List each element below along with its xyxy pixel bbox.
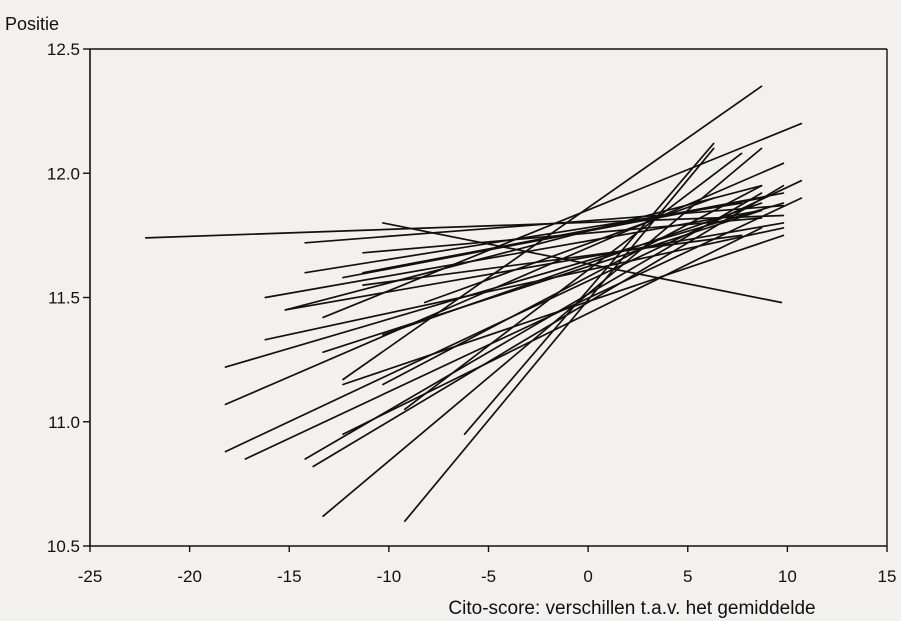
y-tick-label: 12.5: [47, 40, 80, 59]
x-tick-label: -20: [177, 567, 202, 586]
y-tick-label: 12.0: [47, 164, 80, 183]
x-tick-label: 5: [683, 567, 692, 586]
series-line-4: [322, 122, 803, 319]
plot-area: [144, 85, 803, 523]
series-line-7: [224, 162, 785, 406]
series-line-30: [362, 192, 785, 274]
series-line-13: [284, 184, 763, 311]
series-line-29: [304, 204, 785, 244]
y-tick-label: 11.5: [48, 289, 80, 308]
series-line-21: [403, 152, 743, 411]
y-tick-label: 10.5: [47, 537, 80, 556]
series-line-5: [322, 147, 763, 518]
series-line-15: [312, 184, 785, 468]
y-tick-label: 11.0: [48, 413, 80, 432]
x-tick-label: -15: [277, 567, 302, 586]
series-line-18: [342, 234, 785, 386]
series-line-16: [322, 209, 763, 354]
series-line-26: [342, 227, 763, 436]
x-axis-title: Cito-score: verschillen t.a.v. het gemid…: [448, 598, 815, 619]
series-line-9: [224, 202, 785, 368]
x-tick-label: 0: [583, 567, 592, 586]
series-line-25: [284, 222, 785, 311]
series-line-12: [264, 227, 785, 341]
series-line-28: [362, 234, 743, 286]
x-tick-label: 15: [878, 567, 897, 586]
series-line-6: [403, 147, 715, 523]
series-line-10: [244, 197, 803, 460]
series-line-27: [382, 184, 763, 386]
axes: -25 -20 -15 -10 -5 0 5 10 15 10.5 11.0 11.5 12.0 12.5: [47, 40, 897, 586]
x-tick-label: -25: [78, 567, 103, 586]
x-tick-label: -10: [377, 567, 402, 586]
x-tick-label: -5: [481, 567, 496, 586]
x-tick-label: 10: [778, 567, 797, 586]
y-axis-title: Positie: [5, 14, 59, 34]
series-line-23: [463, 142, 715, 436]
series-line-20: [382, 202, 763, 336]
